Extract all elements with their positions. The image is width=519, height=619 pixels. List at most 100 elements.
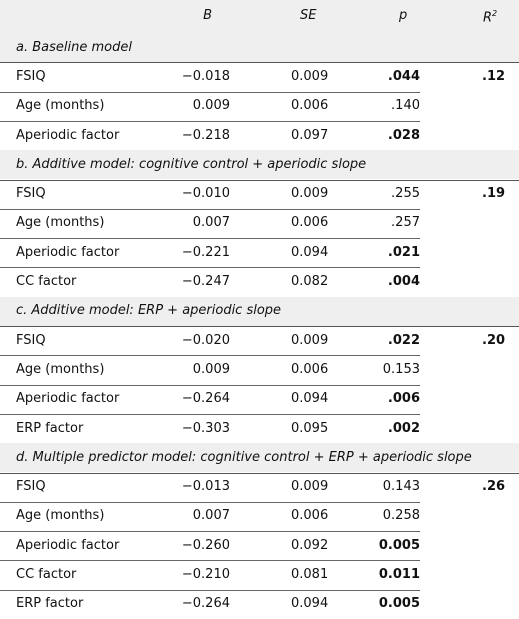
row-label: FSIQ bbox=[16, 332, 46, 348]
p-value: 0.153 bbox=[382, 361, 420, 377]
rule bbox=[0, 501, 420, 503]
p-value: 0.011 bbox=[378, 567, 420, 583]
se-value: 0.006 bbox=[291, 508, 329, 524]
r2-value: .12 bbox=[482, 68, 506, 84]
b-value: −0.018 bbox=[181, 68, 230, 84]
rule bbox=[0, 208, 420, 210]
p-value: .004 bbox=[387, 274, 420, 290]
se-value: 0.094 bbox=[291, 244, 329, 260]
header-b: B bbox=[203, 8, 212, 23]
b-value: −0.013 bbox=[181, 479, 230, 495]
se-value: 0.006 bbox=[291, 98, 329, 114]
p-value: .140 bbox=[391, 98, 420, 114]
r2-value: .19 bbox=[482, 186, 506, 202]
p-value: .022 bbox=[387, 332, 420, 348]
row-label: Aperiodic factor bbox=[16, 537, 120, 553]
row-label: Age (months) bbox=[16, 361, 105, 377]
p-value: .006 bbox=[387, 391, 420, 407]
se-value: 0.006 bbox=[291, 215, 329, 231]
b-value: −0.020 bbox=[181, 332, 230, 348]
r2-sup: 2 bbox=[492, 9, 498, 18]
r2-value: .26 bbox=[482, 479, 506, 495]
section-title: d. Multiple predictor model: cognitive c… bbox=[16, 449, 472, 465]
header-bg bbox=[0, 0, 519, 33]
row-label: CC factor bbox=[16, 567, 77, 583]
rule bbox=[0, 560, 420, 562]
se-value: 0.081 bbox=[291, 567, 329, 583]
rule bbox=[0, 413, 420, 415]
row-label: ERP factor bbox=[16, 596, 84, 612]
se-value: 0.095 bbox=[291, 420, 329, 436]
section-title: a. Baseline model bbox=[16, 39, 132, 55]
b-value: 0.009 bbox=[192, 98, 230, 114]
header-se: SE bbox=[300, 8, 317, 23]
section-bg bbox=[0, 443, 519, 473]
p-value: 0.143 bbox=[382, 479, 420, 495]
b-value: −0.303 bbox=[181, 420, 230, 436]
rule bbox=[0, 531, 420, 533]
se-value: 0.082 bbox=[291, 274, 329, 290]
r2-value: .20 bbox=[482, 332, 506, 348]
p-value: 0.258 bbox=[382, 508, 420, 524]
se-value: 0.009 bbox=[291, 68, 329, 84]
b-value: −0.264 bbox=[181, 596, 230, 612]
p-value: .257 bbox=[391, 215, 420, 231]
se-value: 0.094 bbox=[291, 596, 329, 612]
se-value: 0.097 bbox=[291, 127, 329, 143]
p-value: 0.005 bbox=[378, 596, 420, 612]
rule bbox=[0, 267, 420, 269]
rule bbox=[0, 179, 519, 181]
rule bbox=[0, 384, 420, 386]
row-label: FSIQ bbox=[16, 479, 46, 495]
p-value: 0.005 bbox=[378, 537, 420, 553]
rule bbox=[0, 91, 420, 93]
section-title: c. Additive model: ERP + aperiodic slope bbox=[16, 303, 282, 319]
b-value: 0.009 bbox=[192, 361, 230, 377]
row-label: CC factor bbox=[16, 274, 77, 290]
row-label: Age (months) bbox=[16, 98, 105, 114]
b-value: −0.010 bbox=[181, 186, 230, 202]
p-value: .255 bbox=[391, 186, 420, 202]
row-label: FSIQ bbox=[16, 68, 46, 84]
section-bg bbox=[0, 150, 519, 180]
rule bbox=[0, 589, 420, 591]
header-r2: R2 bbox=[483, 4, 497, 28]
rule bbox=[0, 62, 519, 64]
b-value: −0.218 bbox=[181, 127, 230, 143]
p-value: .044 bbox=[387, 68, 420, 84]
rule bbox=[0, 472, 519, 474]
b-value: −0.221 bbox=[181, 244, 230, 260]
rule bbox=[0, 120, 420, 122]
b-value: −0.260 bbox=[181, 537, 230, 553]
row-label: Age (months) bbox=[16, 508, 105, 524]
p-value: .002 bbox=[387, 420, 420, 436]
row-label: Aperiodic factor bbox=[16, 244, 120, 260]
se-value: 0.092 bbox=[291, 537, 329, 553]
row-label: Aperiodic factor bbox=[16, 391, 120, 407]
r2-base: R bbox=[483, 10, 493, 26]
b-value: 0.007 bbox=[192, 508, 230, 524]
se-value: 0.094 bbox=[291, 391, 329, 407]
b-value: −0.264 bbox=[181, 391, 230, 407]
row-label: ERP factor bbox=[16, 420, 84, 436]
se-value: 0.009 bbox=[291, 479, 329, 495]
row-label: Aperiodic factor bbox=[16, 127, 120, 143]
se-value: 0.006 bbox=[291, 361, 329, 377]
section-bg bbox=[0, 296, 519, 326]
header-p: p bbox=[399, 8, 408, 23]
rule bbox=[0, 238, 420, 240]
section-bg bbox=[0, 33, 519, 63]
rule bbox=[0, 326, 519, 327]
b-value: −0.210 bbox=[181, 567, 230, 583]
row-label: Age (months) bbox=[16, 215, 105, 231]
p-value: .028 bbox=[387, 127, 420, 143]
se-value: 0.009 bbox=[291, 332, 329, 348]
b-value: 0.007 bbox=[192, 215, 230, 231]
rule bbox=[0, 355, 420, 357]
p-value: .021 bbox=[387, 244, 420, 260]
row-label: FSIQ bbox=[16, 186, 46, 202]
b-value: −0.247 bbox=[181, 274, 230, 290]
se-value: 0.009 bbox=[291, 186, 329, 202]
section-title: b. Additive model: cognitive control + a… bbox=[16, 156, 367, 172]
